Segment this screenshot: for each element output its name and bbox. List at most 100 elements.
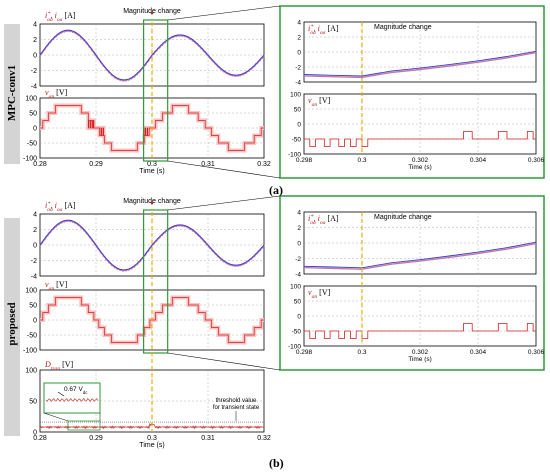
a-zoom-region-box	[143, 19, 169, 162]
b-voltage-panel-ytick-label: -100	[23, 348, 37, 355]
a-zoom-voltage-panel-xtick-label: 0.304	[470, 157, 487, 164]
a-zoom-current-measured-line	[303, 51, 537, 79]
a-zoom-connector-top	[167, 5, 281, 21]
b-ripple-label: 0.67 Vdc	[64, 386, 88, 395]
method-tab-bottom	[4, 218, 20, 436]
b-dtran-panel-xtick-label: 0.31	[201, 435, 215, 442]
b-zoom-current-panel-ytick-label: -2	[295, 256, 301, 263]
a-current-panel-ytick-label: 0	[33, 53, 37, 60]
a-current-ylabel: ioa*, ioa [A]	[45, 11, 76, 23]
a-zoom-voltage-panel-ytick-label: 100	[290, 92, 301, 99]
a-current-panel-ytick-label: -2	[31, 68, 37, 75]
b-current-panel-ytick-label: -2	[31, 258, 37, 265]
b-zoom-current-panel-ytick-label: -4	[295, 272, 301, 279]
b-zoom-region-box	[143, 209, 169, 354]
a-voltage-panel-ytick-label: 50	[29, 111, 37, 118]
a-zoom-voltage-panel-xlabel: Time (s)	[408, 164, 432, 171]
b-magnitude-change-label: Magnitude change	[123, 198, 181, 205]
b-zoom-voltage-panel-xtick-label: 0.302	[412, 349, 429, 356]
a-voltage-ylabel: van [V]	[45, 88, 68, 100]
b-ripple-pointer	[57, 391, 65, 397]
b-zoom-voltage-panel-ytick-label: -50	[292, 329, 302, 336]
b-zoom-voltage-panel-ytick-label: 50	[294, 299, 302, 306]
b-dtran-panel-xlabel: Time (s)	[139, 442, 164, 449]
b-voltage-panel-ytick-label: 0	[33, 318, 37, 325]
a-zoom-voltage-panel-ytick-label: -50	[292, 137, 302, 144]
a-zoom-voltage-ylabel: van [V]	[308, 96, 331, 108]
a-zoom-current-panel-ytick-label: 0	[297, 50, 301, 57]
b-zoom-current-panel-ytick-label: 0	[297, 241, 301, 248]
b-dtran-panel-xtick-label: 0.28	[33, 435, 47, 442]
a-zoom-inset-border	[279, 5, 545, 179]
a-voltage-panel-xtick-label: 0.28	[33, 161, 47, 168]
b-zoom-voltage-voltage-line	[304, 323, 536, 339]
b-zoom-voltage-panel-xtick-label: 0.306	[528, 349, 545, 356]
b-zoom-inset-border	[279, 195, 545, 371]
b-zoom-voltage-panel-xtick-label: 0.304	[470, 349, 487, 356]
a-voltage-panel-ytick-label: -100	[23, 156, 37, 163]
b-zoom-current-measured-line	[303, 242, 537, 270]
a-change-arrow-icon	[150, 12, 154, 15]
a-zoom-voltage-panel-xtick-label: 0.3	[357, 157, 366, 164]
b-change-arrow-icon	[150, 202, 154, 205]
b-zoom-voltage-panel-ytick-label: 100	[290, 284, 301, 291]
a-zoom-voltage-panel-ytick-label: 0	[297, 122, 301, 129]
b-voltage-panel-ytick-label: -50	[27, 333, 37, 340]
b-current-reference-line	[39, 219, 265, 271]
a-zoom-current-panel-ytick-label: 2	[297, 35, 301, 42]
b-zoom-connector-top	[167, 195, 281, 211]
a-voltage-panel-xtick-label: 0.32	[257, 161, 271, 168]
a-current-reference-line	[39, 29, 265, 81]
a-voltage-panel-xtick-label: 0.3	[147, 161, 157, 168]
b-zoom-connector-bottom	[167, 352, 281, 371]
a-zoom-voltage-panel-ytick-label: 50	[294, 107, 302, 114]
b-current-ylabel: ioa*, ioa [A]	[45, 201, 76, 213]
b-current-panel-ytick-label: 2	[33, 227, 37, 234]
b-dtran-panel-ytick-label: 50	[29, 399, 37, 406]
b-zoom-voltage-panel-xtick-label: 0.298	[296, 349, 313, 356]
subfigure-label-b: (b)	[269, 456, 284, 470]
b-current-panel-ytick-label: 4	[33, 212, 37, 219]
a-zoom-current-panel-ytick-label: -4	[295, 80, 301, 87]
b-voltage-panel-ytick-label: 50	[29, 303, 37, 310]
b-zoom-voltage-panel-ytick-label: -100	[288, 344, 301, 351]
b-dtran-inset-box	[43, 382, 101, 414]
b-current-panel-ytick-label: -4	[31, 274, 37, 281]
a-zoom-voltage-panel-xtick-label: 0.302	[412, 157, 429, 164]
a-voltage-panel-xtick-label: 0.29	[89, 161, 103, 168]
a-voltage-panel-ytick-label: 0	[33, 126, 37, 133]
a-zoom-voltage-voltage-line	[304, 131, 536, 147]
a-current-panel-ytick-label: -4	[31, 84, 37, 91]
a-zoom-connector-bottom	[167, 160, 281, 179]
a-voltage-panel-xlabel: Time (s)	[139, 168, 164, 175]
a-zoom-magnitude-change-label: Magnitude change	[374, 24, 432, 31]
a-zoom-current-panel-ytick-label: -2	[295, 65, 301, 72]
a-zoom-current-panel-ytick-label: 4	[297, 20, 301, 27]
b-voltage-ylabel: van [V]	[45, 280, 68, 292]
b-dtran-zoom-source-box	[67, 420, 101, 431]
b-zoom-current-panel-ytick-label: 4	[297, 210, 301, 217]
b-threshold-label-1: threshold value	[216, 398, 257, 404]
a-voltage-panel-ytick-label: -50	[27, 141, 37, 148]
a-zoom-voltage-panel-xtick-label: 0.298	[296, 157, 313, 164]
b-zoom-current-reference-line	[303, 241, 537, 269]
a-voltage-voltage-line	[40, 105, 264, 151]
a-voltage-panel-ytick-label: 100	[25, 96, 37, 103]
method-tab-top	[4, 24, 20, 164]
b-zoom-voltage-panel-xtick-label: 0.3	[357, 349, 366, 356]
b-zoom-magnitude-change-label: Magnitude change	[374, 214, 432, 221]
b-zoom-voltage-panel-ytick-label: 0	[297, 314, 301, 321]
b-zoom-voltage-panel-xlabel: Time (s)	[408, 356, 432, 363]
a-current-panel-ytick-label: 2	[33, 37, 37, 44]
a-zoom-voltage-panel-ytick-label: -100	[288, 152, 301, 159]
b-dtran-inset-connector-left	[43, 412, 69, 422]
b-dtran-ylabel: Dtran [V]	[44, 360, 74, 372]
a-magnitude-change-label: Magnitude change	[123, 8, 181, 15]
b-dtran-panel-ytick-label: 0	[33, 430, 37, 437]
b-current-panel-ytick-label: 0	[33, 243, 37, 250]
a-zoom-current-ylabel: ioa*, ioa [A]	[308, 24, 339, 36]
a-voltage-panel-xtick-label: 0.31	[201, 161, 215, 168]
b-dtran-panel-xtick-label: 0.32	[257, 435, 271, 442]
subfigure-label-a: (a)	[269, 183, 283, 197]
